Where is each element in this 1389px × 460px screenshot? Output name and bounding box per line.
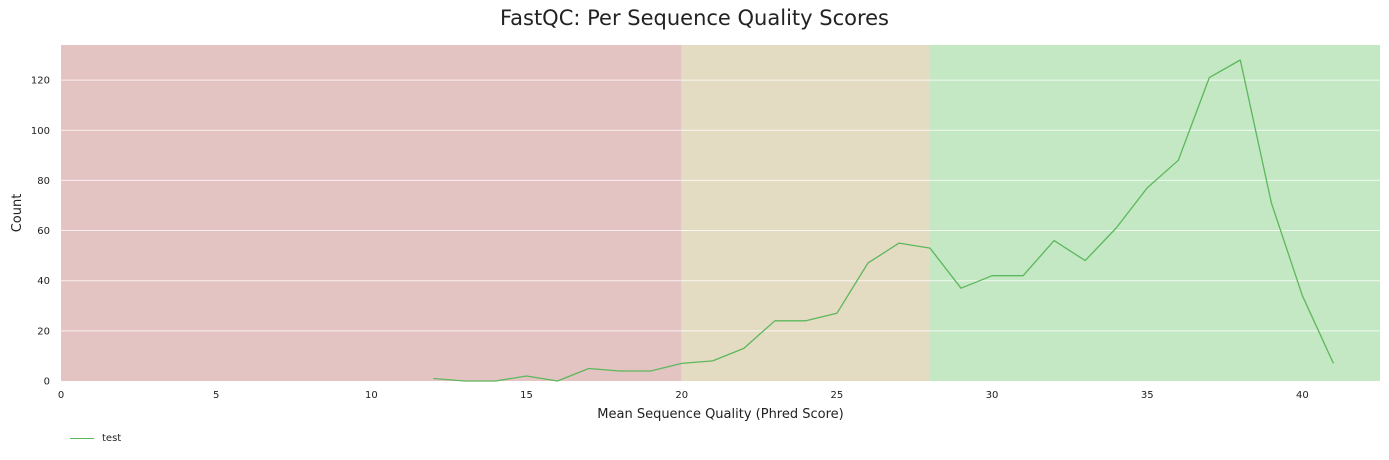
quality-band-0 bbox=[61, 45, 682, 381]
data-point[interactable] bbox=[1300, 293, 1305, 298]
data-point[interactable] bbox=[648, 368, 653, 373]
data-point[interactable] bbox=[1021, 273, 1026, 278]
data-point[interactable] bbox=[1238, 58, 1243, 63]
data-point[interactable] bbox=[710, 358, 715, 363]
data-point[interactable] bbox=[617, 368, 622, 373]
data-point[interactable] bbox=[741, 346, 746, 351]
quality-band-2 bbox=[929, 45, 1380, 381]
x-tick-label: 0 bbox=[58, 390, 64, 401]
x-tick-label: 5 bbox=[213, 390, 219, 401]
data-point[interactable] bbox=[927, 246, 932, 251]
data-point[interactable] bbox=[865, 261, 870, 266]
data-point[interactable] bbox=[896, 241, 901, 246]
data-point[interactable] bbox=[1145, 185, 1150, 190]
data-point[interactable] bbox=[803, 318, 808, 323]
x-tick-label: 15 bbox=[520, 390, 533, 401]
y-tick-label: 120 bbox=[31, 76, 50, 87]
y-tick-label: 0 bbox=[44, 377, 50, 388]
data-point[interactable] bbox=[462, 379, 467, 384]
x-tick-label: 10 bbox=[365, 390, 378, 401]
data-point[interactable] bbox=[1331, 361, 1336, 366]
data-point[interactable] bbox=[1207, 75, 1212, 80]
x-tick-label: 25 bbox=[831, 390, 844, 401]
y-axis-label: Count bbox=[10, 194, 25, 233]
data-point[interactable] bbox=[555, 379, 560, 384]
legend[interactable]: test bbox=[70, 433, 121, 444]
y-tick-label: 80 bbox=[37, 176, 50, 187]
series-line-test bbox=[433, 59, 1334, 382]
x-tick-label: 40 bbox=[1296, 390, 1309, 401]
y-tick-label: 20 bbox=[37, 326, 50, 337]
legend-swatch bbox=[70, 438, 94, 439]
data-point[interactable] bbox=[1114, 226, 1119, 231]
y-tick-label: 100 bbox=[31, 126, 50, 137]
data-point[interactable] bbox=[772, 318, 777, 323]
data-point[interactable] bbox=[959, 286, 964, 291]
chart-title: FastQC: Per Sequence Quality Scores bbox=[499, 6, 889, 30]
data-point[interactable] bbox=[431, 376, 436, 381]
y-tick-label: 60 bbox=[37, 226, 50, 237]
data-point[interactable] bbox=[1176, 158, 1181, 163]
data-point[interactable] bbox=[1052, 238, 1057, 243]
data-point[interactable] bbox=[1269, 200, 1274, 205]
data-point[interactable] bbox=[679, 361, 684, 366]
data-point[interactable] bbox=[586, 366, 591, 371]
data-point[interactable] bbox=[524, 373, 529, 378]
y-tick-label: 40 bbox=[37, 276, 50, 287]
x-tick-label: 20 bbox=[675, 390, 688, 401]
data-point[interactable] bbox=[834, 311, 839, 316]
data-point[interactable] bbox=[1083, 258, 1088, 263]
data-point[interactable] bbox=[990, 273, 995, 278]
x-tick-label: 30 bbox=[986, 390, 999, 401]
data-point[interactable] bbox=[493, 379, 498, 384]
legend-label: test bbox=[102, 433, 122, 444]
x-axis-label: Mean Sequence Quality (Phred Score) bbox=[597, 407, 843, 422]
x-tick-label: 35 bbox=[1141, 390, 1154, 401]
quality-band-1 bbox=[681, 45, 930, 381]
